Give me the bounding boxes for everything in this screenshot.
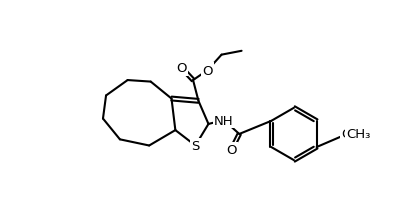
Text: O: O bbox=[202, 64, 213, 77]
Text: O: O bbox=[226, 143, 237, 156]
Text: O: O bbox=[176, 62, 187, 75]
Text: S: S bbox=[191, 139, 200, 152]
Text: NH: NH bbox=[214, 114, 234, 127]
Text: CH₃: CH₃ bbox=[347, 128, 371, 141]
Text: O: O bbox=[341, 128, 352, 141]
